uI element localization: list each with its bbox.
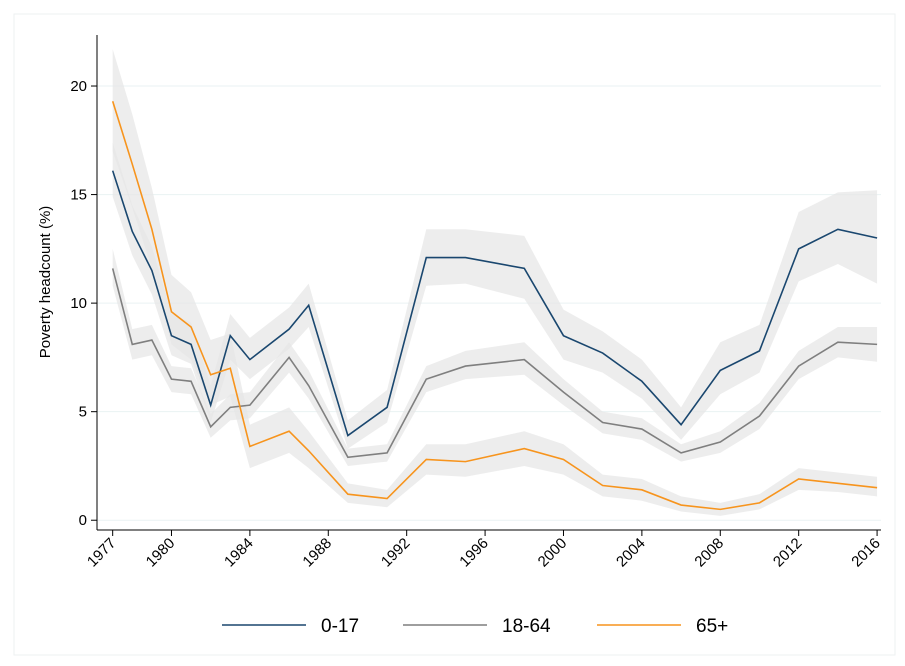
legend-label: 65+ bbox=[696, 616, 728, 637]
y-axis-label: Poverty headcount (%) bbox=[37, 206, 54, 359]
confidence-band bbox=[112, 248, 878, 466]
y-tick-label: 0 bbox=[79, 512, 87, 529]
series-line bbox=[111, 268, 878, 459]
y-tick-label: 5 bbox=[79, 404, 87, 421]
series-line bbox=[111, 170, 878, 437]
y-tick-label: 15 bbox=[70, 187, 87, 204]
y-tick-label: 20 bbox=[70, 78, 87, 95]
y-tick-label: 10 bbox=[70, 295, 87, 312]
confidence-band bbox=[112, 49, 878, 516]
series-line bbox=[111, 100, 878, 511]
legend-label: 0-17 bbox=[321, 616, 359, 637]
legend-label: 18-64 bbox=[502, 616, 551, 637]
